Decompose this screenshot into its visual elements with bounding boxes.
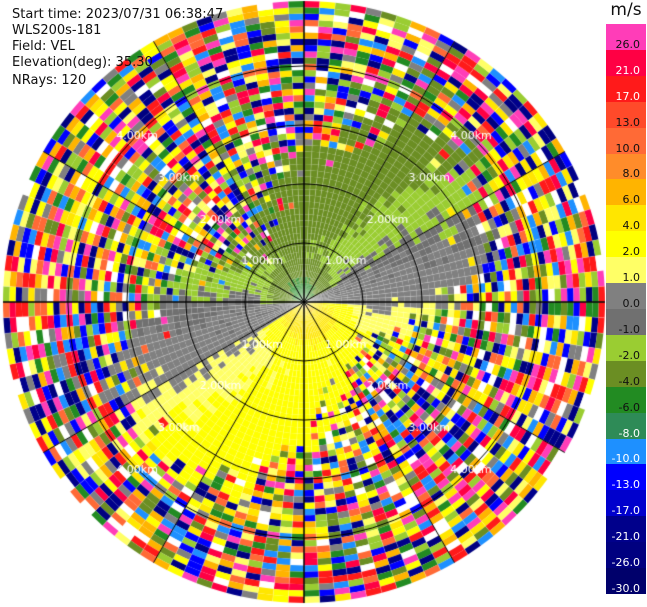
colorbar-swatch [606, 412, 646, 439]
colorbar-swatch [606, 464, 646, 491]
colorbar-swatch [606, 24, 646, 50]
colorbar-swatch [606, 334, 646, 361]
colorbar-swatch [606, 490, 646, 517]
colorbar-swatch [606, 309, 646, 335]
colorbar-unit: m/s [610, 0, 642, 20]
colorbar-swatch [606, 542, 646, 569]
colorbar-tick-label: -13.0 [611, 478, 640, 492]
field-label: Field: VEL [12, 39, 75, 54]
colorbar-tick-label: -26.0 [611, 556, 640, 570]
colorbar-tick-label: -6.0 [618, 400, 640, 414]
colorbar-tick-label: 8.0 [622, 167, 641, 181]
colorbar-swatch [606, 127, 646, 154]
colorbar-tick-label: 0.0 [622, 297, 641, 310]
colorbar-swatch [606, 283, 646, 309]
colorbar-tick-label: 21.0 [615, 63, 641, 77]
colorbar-swatch [606, 231, 646, 258]
instrument-label: WLS200s-181 [12, 23, 102, 38]
elevation-label: Elevation(deg): 35.30 [12, 55, 153, 70]
colorbar-swatch [606, 568, 646, 594]
colorbar-tick-label: 10.0 [615, 141, 641, 155]
colorbar-swatch [606, 360, 646, 387]
colorbar-tick-label: -17.0 [611, 504, 640, 518]
colorbar-tick-label: -2.0 [618, 348, 640, 362]
colorbar-swatch [606, 386, 646, 413]
colorbar-swatch [606, 75, 646, 102]
colorbar-swatch [606, 153, 646, 180]
colorbar-tick-label: -1.0 [618, 322, 640, 336]
colorbar-tick-label: -8.0 [618, 426, 640, 440]
colorbar-tick-label: 4.0 [622, 219, 641, 233]
colorbar-tick-label: 17.0 [615, 89, 641, 103]
colorbar-tick-label: 6.0 [622, 193, 641, 207]
colorbar-tick-label: -21.0 [611, 530, 640, 544]
colorbar-swatch [606, 438, 646, 465]
colorbar-swatch [606, 179, 646, 206]
start-time-label: Start time: 2023/07/31 06:38:47 [12, 7, 224, 22]
colorbar-tick-label: 1.0 [622, 271, 641, 285]
colorbar-swatch [606, 516, 646, 543]
colorbar-swatch [606, 101, 646, 128]
colorbar-swatch [606, 49, 646, 76]
colorbar-tick-label: 13.0 [615, 115, 641, 129]
colorbar-swatch [606, 257, 646, 284]
colorbar-tick-label: -4.0 [618, 374, 640, 388]
colorbar: 26.0 21.0 17.0 13.0 10.0 8.0 6.0 4.0 2.0 1.0 0.0 -1… [606, 24, 647, 595]
nrays-label: NRays: 120 [12, 73, 87, 88]
colorbar-tick-label: 2.0 [622, 245, 641, 259]
colorbar-tick-label: -10.0 [611, 452, 640, 466]
colorbar-swatch [606, 205, 646, 232]
colorbar-tick-label: 26.0 [615, 37, 641, 51]
colorbar-tick-label: -30.0 [611, 582, 640, 595]
